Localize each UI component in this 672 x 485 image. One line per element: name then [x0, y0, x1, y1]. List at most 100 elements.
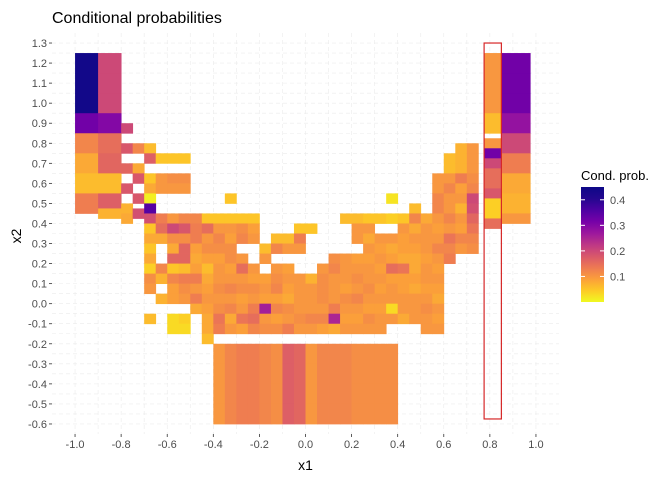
heatmap-cell — [484, 168, 502, 189]
x-tick-label: 0.0 — [298, 439, 313, 451]
heatmap-cell — [351, 223, 364, 234]
x-tick-label: -0.8 — [112, 439, 131, 451]
x-tick-label: 1.0 — [528, 439, 543, 451]
chart-title: Conditional probabilities — [52, 10, 222, 27]
y-tick-label: 1.1 — [32, 78, 47, 90]
heatmap-cell — [328, 323, 341, 335]
y-tick-label: 0.5 — [32, 198, 47, 210]
heatmap-cell — [386, 193, 399, 204]
heatmap-cell — [144, 173, 157, 184]
heatmap-cell — [397, 283, 410, 295]
heatmap-cell — [305, 313, 318, 325]
heatmap-cell — [155, 273, 168, 285]
y-tick-label: 0.7 — [32, 158, 47, 170]
heatmap-cell — [420, 233, 433, 244]
x-tick-label: 0.4 — [390, 439, 405, 451]
heatmap-cell — [484, 93, 502, 114]
heatmap-cell — [98, 153, 122, 174]
heatmap-cell — [420, 263, 433, 274]
heatmap-cell — [190, 243, 203, 254]
heatmap-cell — [455, 223, 468, 234]
heatmap-cell — [75, 93, 99, 114]
legend-tick-label: 0.2 — [610, 246, 625, 258]
heatmap-cell — [420, 293, 433, 305]
heatmap-cell — [144, 233, 157, 244]
heatmap-cell — [144, 253, 157, 264]
heatmap-cell — [340, 253, 352, 264]
heatmap-cell — [213, 383, 226, 405]
heatmap-cell — [178, 253, 191, 264]
heatmap-cell — [178, 313, 191, 325]
heatmap-cell — [455, 143, 468, 154]
heatmap-cell — [190, 253, 203, 264]
heatmap-cell — [484, 113, 502, 134]
x-tick-label: -0.2 — [250, 439, 269, 451]
heatmap-cell — [466, 223, 479, 234]
heatmap-cell — [213, 313, 226, 325]
heatmap-cell — [409, 243, 422, 254]
heatmap-cell — [363, 213, 376, 224]
heatmap-cell — [121, 203, 134, 214]
heatmap-cell — [259, 383, 272, 405]
heatmap-cell — [224, 253, 237, 264]
heatmap-cell — [224, 363, 237, 385]
y-tick-label: 0.3 — [32, 239, 47, 251]
heatmap-cell — [420, 313, 433, 325]
heatmap-cell — [420, 223, 433, 234]
heatmap-cell — [386, 343, 399, 365]
heatmap-cell — [121, 143, 134, 154]
heatmap-cell — [270, 363, 283, 385]
heatmap-cell — [293, 323, 306, 335]
heatmap-cell — [484, 73, 502, 94]
heatmap-cell — [363, 383, 376, 405]
heatmap-cell — [236, 263, 249, 274]
heatmap-cell — [305, 223, 318, 234]
heatmap-cell — [328, 293, 341, 305]
heatmap-cell — [397, 223, 410, 234]
heatmap-cell — [236, 283, 249, 295]
heatmap-cell — [282, 233, 295, 244]
heatmap-cell — [443, 253, 456, 264]
heatmap-cell — [293, 403, 306, 425]
heatmap-cell — [386, 403, 399, 425]
heatmap-cell — [132, 163, 145, 174]
heatmap-cell — [236, 233, 249, 244]
heatmap-cell — [213, 223, 226, 234]
heatmap-cell — [259, 403, 272, 425]
heatmap-cell — [167, 223, 180, 234]
heatmap-cell — [374, 383, 387, 405]
heatmap-cell — [443, 223, 456, 234]
heatmap-cell — [317, 273, 329, 285]
heatmap-cell — [201, 323, 214, 335]
heatmap-cell — [455, 183, 468, 194]
heatmap-cell — [363, 403, 376, 425]
heatmap-cell — [374, 253, 387, 264]
heatmap-cell — [213, 263, 226, 274]
heatmap-cell — [374, 363, 387, 385]
heatmap-cell — [213, 363, 226, 385]
heatmap-cell — [224, 233, 237, 244]
heatmap-cell — [363, 363, 376, 385]
y-axis-ticks: -0.6 -0.5 -0.4 -0.3 -0.2 -0.1 0.0 0.1 0.2 0.3 0.4 0… — [28, 38, 52, 431]
y-tick-label: 0.4 — [32, 218, 47, 230]
heatmap-cell — [178, 173, 191, 184]
heatmap-cell — [466, 243, 479, 254]
y-axis-label: x2 — [8, 228, 24, 243]
heatmap-cell — [247, 363, 260, 385]
heatmap-cell — [201, 313, 214, 325]
heatmap-cell — [455, 233, 468, 244]
heatmap-cell — [190, 283, 203, 295]
heatmap-cell — [420, 213, 433, 224]
heatmap-cell — [501, 93, 531, 114]
heatmap-cell — [466, 233, 479, 244]
heatmap-cell — [98, 173, 122, 194]
heatmap-cell — [247, 313, 260, 325]
heatmap-cell — [213, 293, 226, 305]
heatmap-cell — [340, 323, 352, 335]
heatmap-cell — [397, 253, 410, 264]
heatmap-cell — [386, 253, 399, 264]
heatmap-cell — [351, 263, 364, 274]
heatmap-cell — [397, 213, 410, 224]
heatmap-cell — [282, 303, 295, 315]
